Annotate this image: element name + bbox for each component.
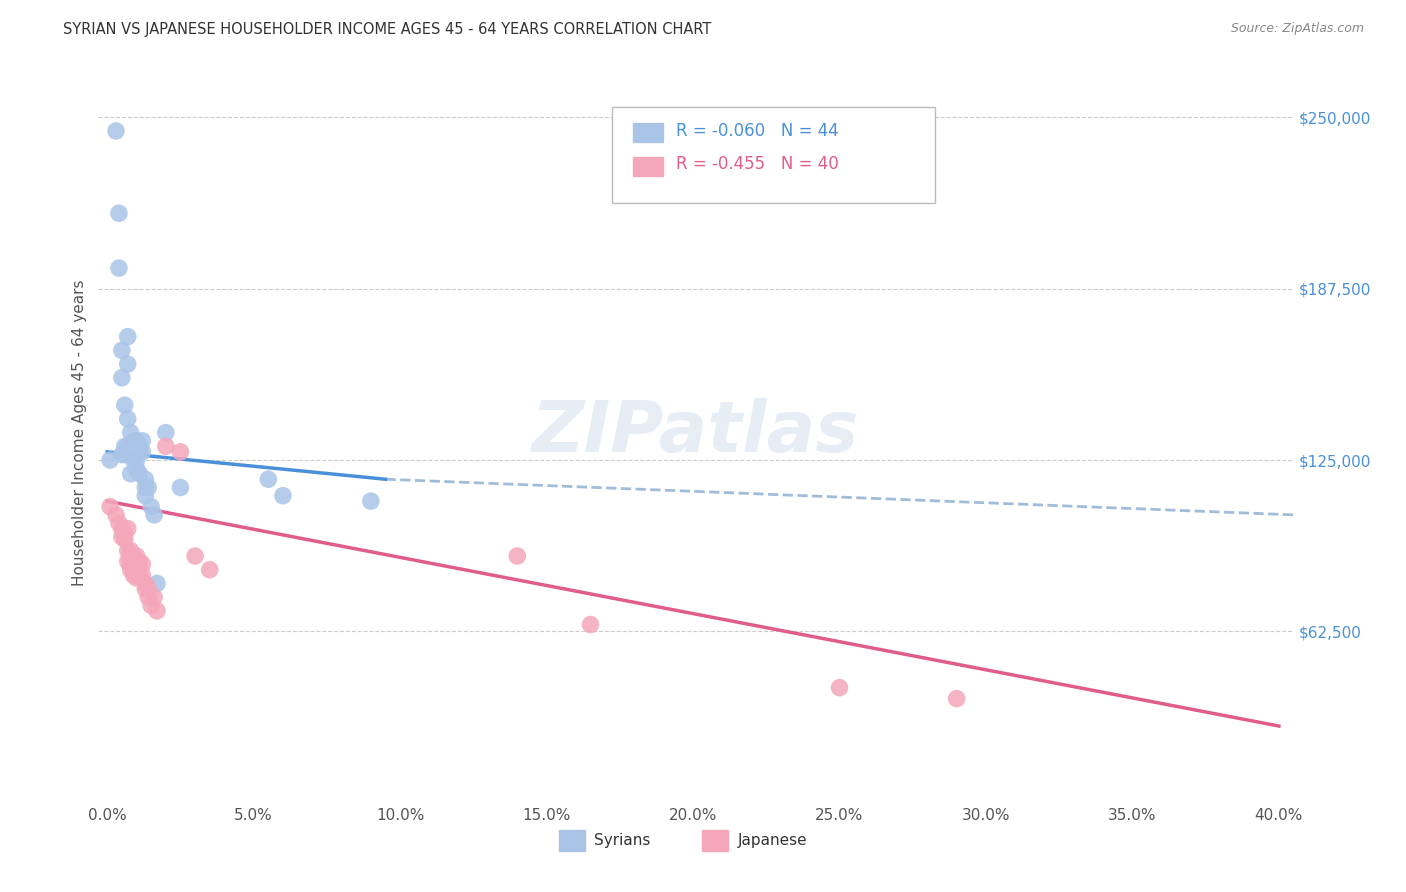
Bar [702,830,728,851]
Point [117,357,139,371]
Point [125,453,148,467]
Point [134,472,156,486]
Point [122,549,145,563]
Point [120,467,142,481]
Point [122,453,145,467]
Y-axis label: Householder Income Ages 45 - 64 years: Householder Income Ages 45 - 64 years [72,279,87,586]
Point [125,549,148,563]
Point [131,434,153,448]
Point [125,439,148,453]
Point [128,554,150,568]
Point [120,543,142,558]
Point [98,500,121,514]
Point [155,439,177,453]
Point [120,425,142,440]
Point [114,527,136,541]
Point [146,576,169,591]
Point [114,439,136,453]
Point [198,563,221,577]
Point [122,439,145,453]
Point [120,445,142,459]
Point [257,472,280,486]
Point [108,261,131,276]
Point [111,371,134,385]
Bar [558,830,585,851]
Point [114,533,136,547]
Point [108,516,131,530]
Point [184,549,207,563]
Point [136,480,159,494]
Point [136,582,159,596]
Bar [633,123,662,142]
Point [120,439,142,453]
Point [108,206,131,220]
Point [98,453,121,467]
Point [579,617,602,632]
Point [125,445,148,459]
Point [128,439,150,453]
Point [828,681,851,695]
Point [122,434,145,448]
Point [125,558,148,572]
Point [136,590,159,604]
Point [117,329,139,343]
Point [146,604,169,618]
Point [945,691,967,706]
Point [125,434,148,448]
Text: Syrians: Syrians [595,833,651,848]
Point [131,445,153,459]
Point [155,425,177,440]
Point [117,522,139,536]
Point [120,563,142,577]
Point [117,543,139,558]
Point [111,530,134,544]
Point [131,558,153,572]
Point [506,549,529,563]
Point [128,563,150,577]
Point [360,494,382,508]
Point [125,571,148,585]
Point [111,343,134,358]
Point [117,439,139,453]
Point [105,508,127,522]
Point [105,124,127,138]
Point [122,445,145,459]
Point [111,522,134,536]
Point [143,508,166,522]
Bar [633,157,662,176]
Point [134,576,156,591]
Point [122,558,145,572]
Point [117,412,139,426]
Text: SYRIAN VS JAPANESE HOUSEHOLDER INCOME AGES 45 - 64 YEARS CORRELATION CHART: SYRIAN VS JAPANESE HOUSEHOLDER INCOME AG… [63,22,711,37]
Text: R = -0.060   N = 44: R = -0.060 N = 44 [676,121,838,139]
Point [169,445,191,459]
Point [134,489,156,503]
Point [131,568,153,582]
Point [111,448,134,462]
Text: Japanese: Japanese [738,833,807,848]
Point [128,467,150,481]
Point [134,582,156,596]
FancyBboxPatch shape [613,107,935,203]
Text: ZIPatlas: ZIPatlas [533,398,859,467]
Point [143,590,166,604]
Point [134,480,156,494]
Point [117,554,139,568]
Point [125,563,148,577]
Point [169,480,191,494]
Point [125,461,148,475]
Point [271,489,294,503]
Point [141,500,163,514]
Point [120,549,142,563]
Point [128,445,150,459]
Point [141,599,163,613]
Point [114,448,136,462]
Point [114,398,136,412]
Point [122,568,145,582]
Text: Source: ZipAtlas.com: Source: ZipAtlas.com [1230,22,1364,36]
Point [120,558,142,572]
Text: R = -0.455   N = 40: R = -0.455 N = 40 [676,155,838,173]
